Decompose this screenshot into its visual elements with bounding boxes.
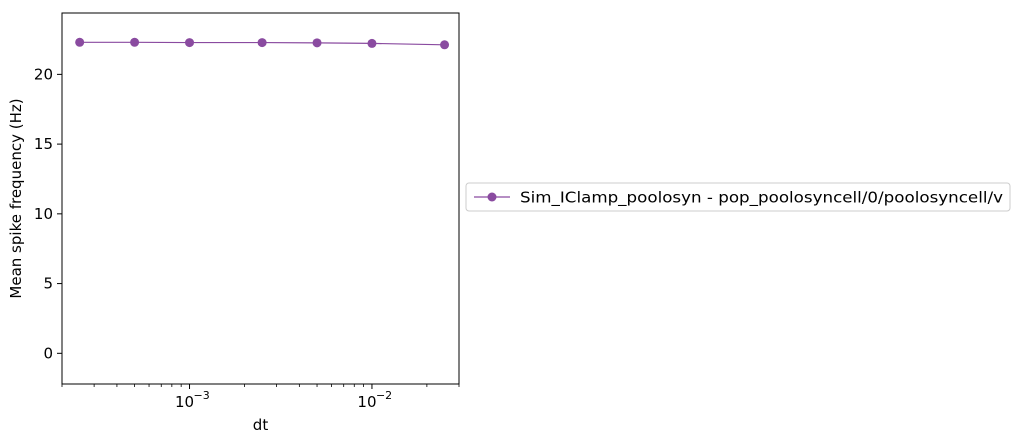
y-tick-label: 5	[43, 275, 53, 293]
x-ticks: 10 −3 10 −2	[61, 384, 460, 411]
data-point	[367, 38, 377, 48]
y-tick-label: 10	[34, 205, 53, 223]
legend: Sim_IClamp_poolosyn - pop_poolosyncell/0…	[465, 182, 1011, 212]
x-tick-label: 10	[357, 393, 376, 411]
x-axis-label: dt	[253, 416, 269, 434]
data-point	[440, 40, 450, 50]
x-tick-label-exponent: −2	[376, 389, 392, 402]
x-tick-label-exponent: −3	[194, 389, 210, 402]
y-ticks: 0 5 10 15 20	[34, 65, 62, 362]
data-point	[75, 37, 85, 47]
data-point	[185, 38, 195, 48]
legend-box	[465, 182, 1011, 212]
y-tick-label: 15	[34, 135, 53, 153]
data-point	[257, 38, 267, 48]
y-tick-label: 0	[43, 344, 53, 362]
y-tick-label: 20	[34, 65, 53, 83]
data-point	[130, 37, 140, 47]
data-point	[312, 38, 322, 48]
legend-label: Sim_IClamp_poolosyn - pop_poolosyncell/0…	[520, 189, 1003, 208]
x-tick-label: 10	[175, 393, 194, 411]
series-layer	[75, 37, 450, 50]
y-axis-label: Mean spike frequency (Hz)	[7, 98, 25, 298]
plot-frame	[61, 12, 460, 385]
legend-marker	[487, 192, 497, 202]
